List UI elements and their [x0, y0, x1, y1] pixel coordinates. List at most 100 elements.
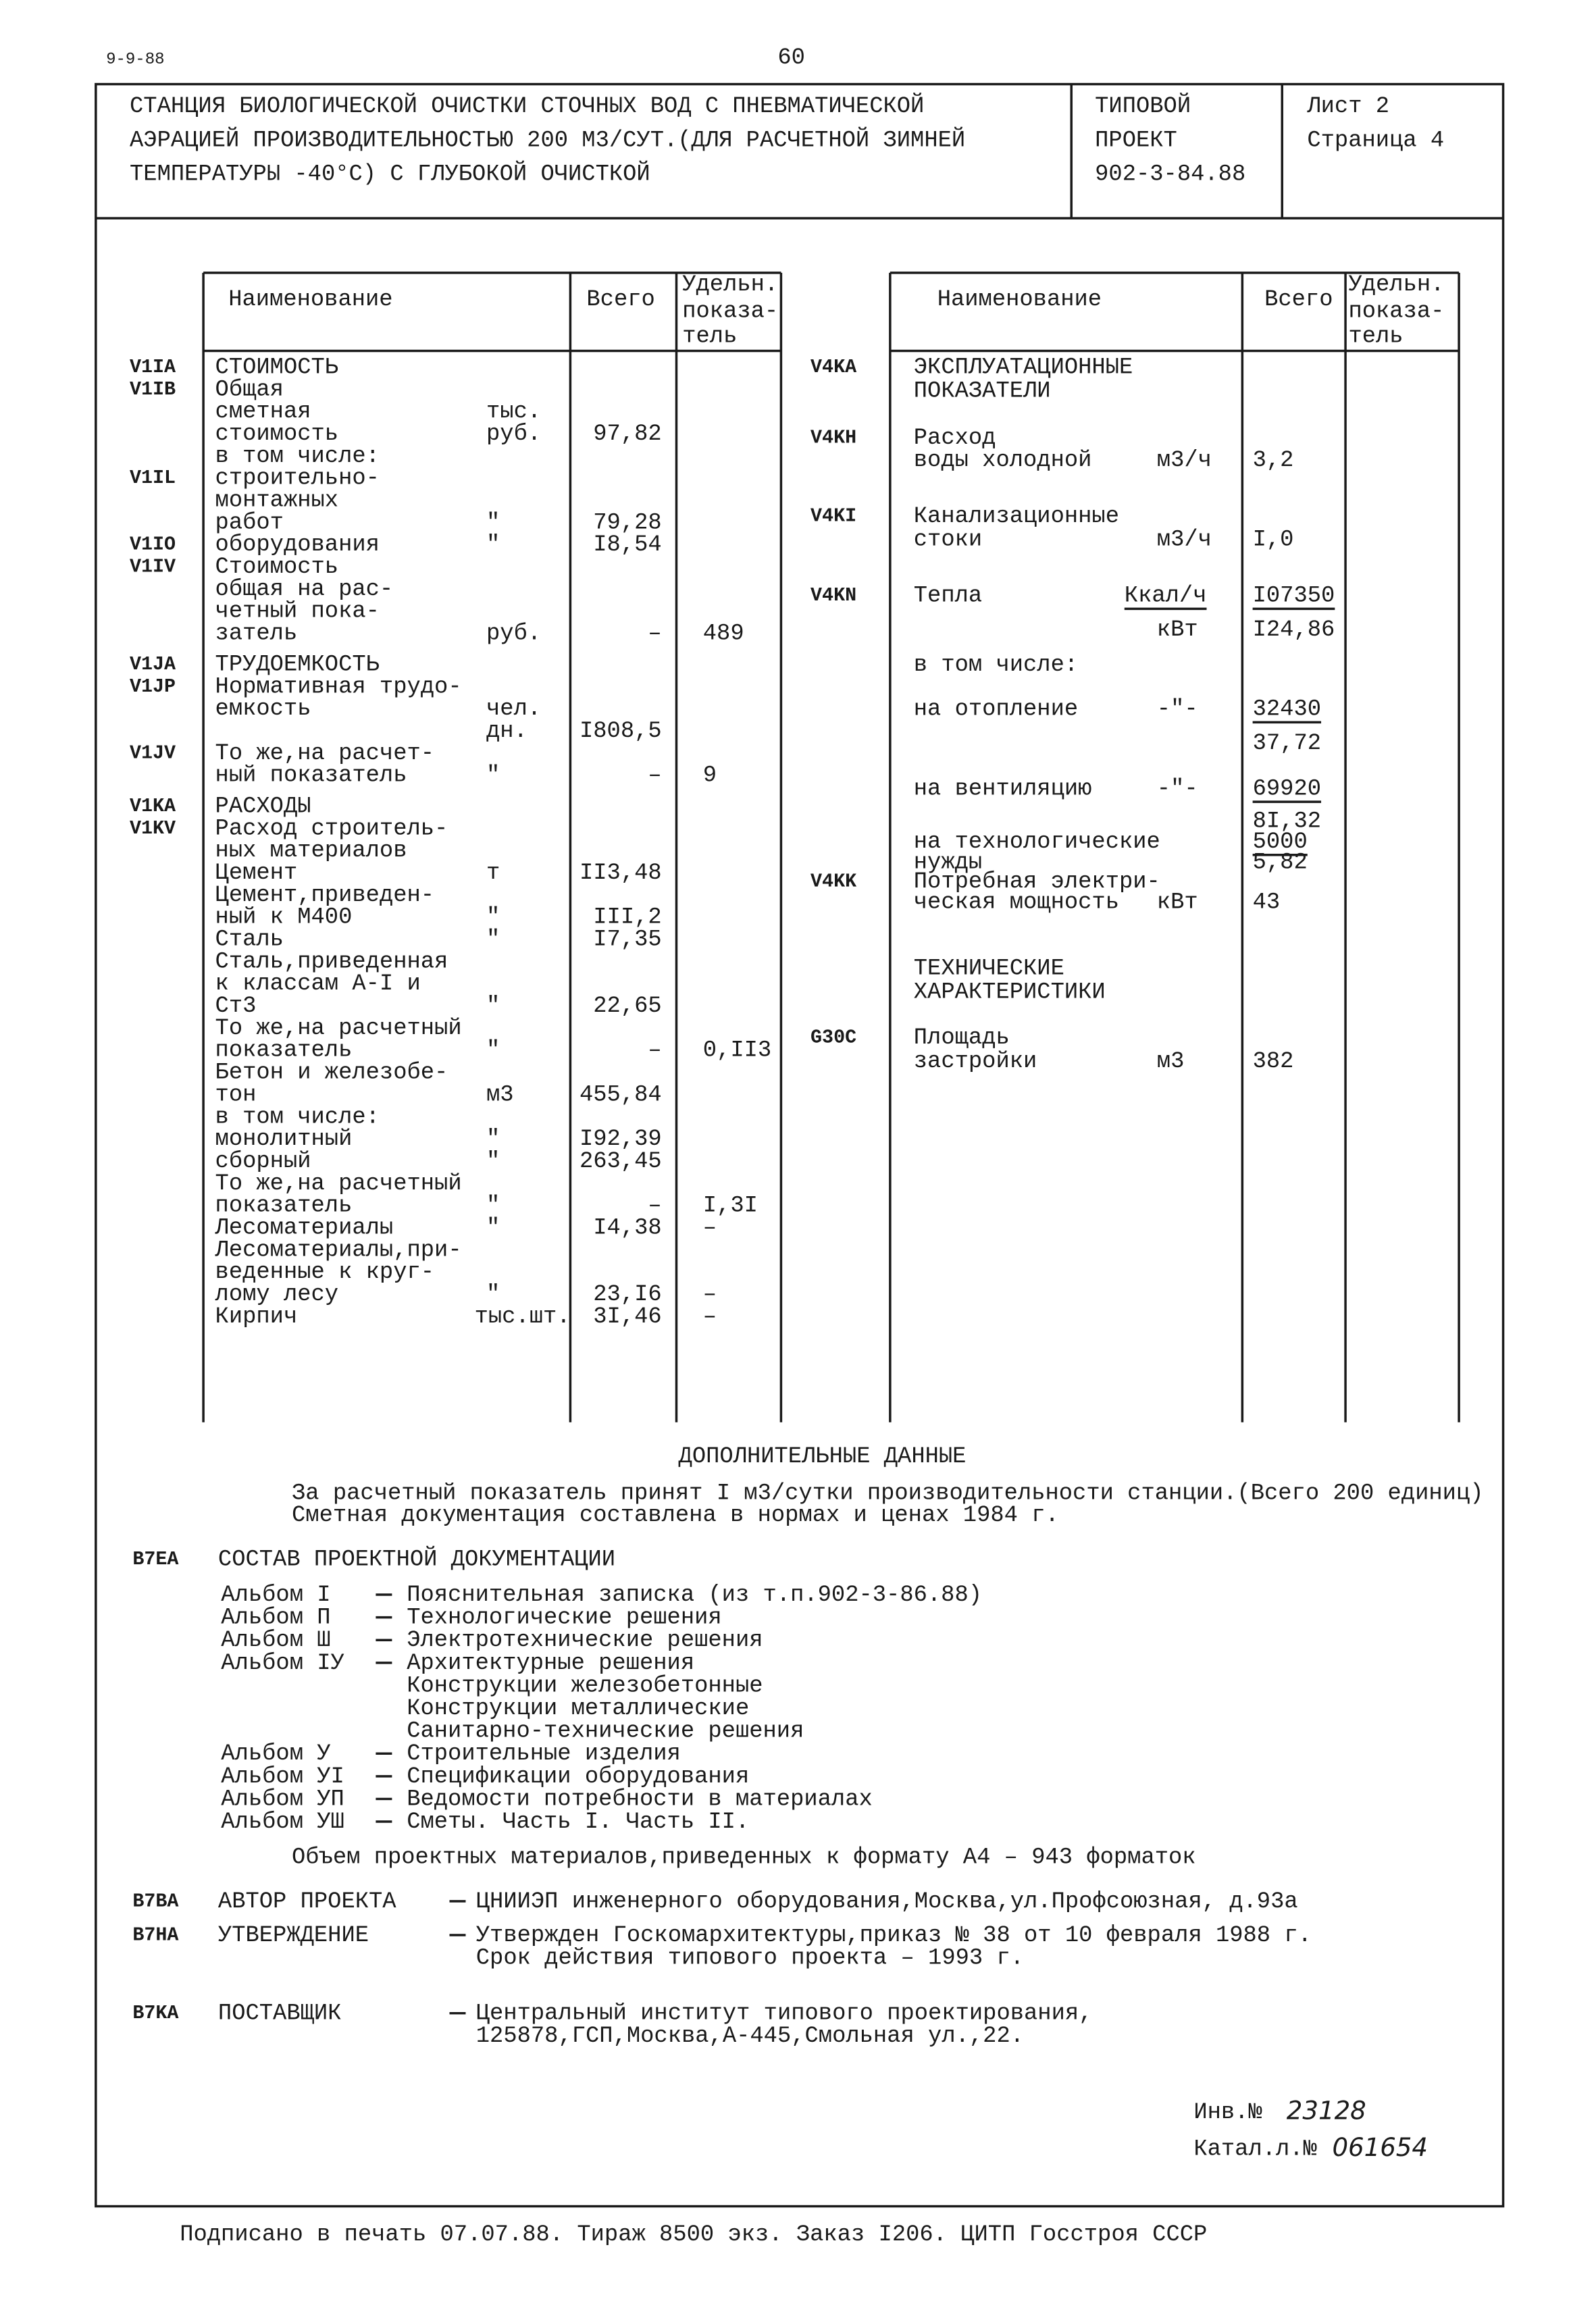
row-name: ный к М400	[215, 905, 353, 931]
row-total: I808,5	[580, 719, 662, 744]
row-unit: м3/ч	[1157, 448, 1212, 473]
row-total: II3,48	[580, 860, 662, 886]
row-name: То же,на расчетный	[215, 1171, 462, 1197]
paragraph-line: За расчетный показатель принят I м3/сутк…	[292, 1481, 1484, 1506]
row-name: Тепла	[914, 584, 982, 609]
column-header: Всего	[586, 287, 654, 313]
sheet-line: Лист 2	[1306, 94, 1389, 120]
footer: Подписано в печать 07.07.88. Тираж 8500 …	[180, 2222, 1207, 2248]
row-code: V1IB	[130, 378, 176, 401]
column-header: Удельн.	[682, 272, 778, 298]
album-label: Альбом IУ	[221, 1651, 344, 1676]
row-name: Лесоматериалы,при-	[215, 1237, 462, 1263]
row-name: затель	[215, 621, 298, 646]
row-name: застройки	[914, 1049, 1037, 1075]
row-name: Лесоматериалы	[215, 1215, 394, 1241]
entry-label: ПОСТАВЩИК	[218, 2001, 342, 2027]
row-name: Бетон и железобе-	[215, 1060, 448, 1086]
row-total: 3I,46	[593, 1304, 661, 1330]
album-text: Конструкции металлические	[407, 1696, 749, 1722]
row-name: ный показатель	[215, 763, 407, 789]
album-label: Альбом П	[221, 1605, 330, 1631]
row-code: V1JA	[130, 653, 176, 675]
catalog-label: Катал.л.№	[1193, 2136, 1317, 2162]
row-total: 23,I6	[593, 1282, 661, 1308]
album-label: Альбом Ш	[221, 1628, 330, 1653]
row-code: V1KV	[130, 817, 176, 840]
row-name: сметная	[215, 399, 311, 425]
album-text: Технологические решения	[407, 1605, 721, 1631]
row-code: V1JV	[130, 742, 176, 764]
entry-text: Утвержден Госкомархитектуры,приказ № 38 …	[476, 1923, 1312, 1949]
row-name: нужды	[914, 850, 982, 876]
row-name: Потребная электри-	[914, 869, 1160, 895]
row-total: –	[648, 1193, 661, 1219]
row-total: 3,2	[1253, 448, 1294, 473]
row-name: работ	[215, 510, 284, 536]
row-total: 5000	[1253, 829, 1308, 855]
row-total: 5,82	[1253, 850, 1308, 876]
row-total: I7,35	[593, 927, 661, 953]
album-text: Ведомости потребности в материалах	[407, 1786, 873, 1812]
entry-text: Срок действия типового проекта – 1993 г.	[476, 1946, 1024, 1972]
column-header: Наименование	[937, 287, 1102, 313]
inventory-number: 23128	[1287, 2096, 1366, 2125]
row-name: монолитный	[215, 1127, 353, 1152]
row-specific: 489	[703, 621, 744, 646]
album-text: Электротехнические решения	[407, 1628, 763, 1653]
row-code: V4KI	[810, 505, 856, 527]
row-name: Расход	[914, 426, 996, 451]
project-line: ТИПОВОЙ	[1095, 93, 1191, 120]
column-header: Всего	[1264, 287, 1333, 313]
row-name: Канализационные	[914, 504, 1119, 530]
row-unit: т	[486, 860, 500, 886]
row-total: 263,45	[580, 1149, 662, 1175]
row-name: ческая мощность	[914, 890, 1119, 915]
row-specific: –	[703, 1304, 717, 1330]
row-unit: м3	[486, 1082, 514, 1108]
title-line: ТЕМПЕРАТУРЫ -40°С) С ГЛУБОКОЙ ОЧИСТКОЙ	[130, 161, 650, 188]
row-unit: "	[486, 927, 500, 953]
row-name: показатель	[215, 1038, 353, 1064]
row-name: Расход строитель-	[215, 816, 448, 842]
row-total: 97,82	[593, 421, 661, 447]
row-total: I07350	[1253, 584, 1335, 609]
row-unit: руб.	[486, 621, 541, 646]
row-unit: -"-	[1157, 776, 1198, 802]
row-total: –	[648, 763, 661, 789]
row-total: 22,65	[593, 994, 661, 1019]
row-code: V1KA	[130, 795, 176, 817]
row-name: тон	[215, 1082, 257, 1108]
entry-label: УТВЕРЖДЕНИЕ	[218, 1923, 369, 1949]
row-name: показатель	[215, 1193, 353, 1219]
row-name: ЭКСПЛУАТАЦИОННЫЕ	[914, 355, 1133, 380]
row-total: 32430	[1253, 697, 1321, 723]
row-unit: Ккал/ч	[1125, 584, 1207, 609]
row-name: стоки	[914, 528, 982, 553]
row-name: Нормативная трудо-	[215, 674, 462, 700]
page-number: 60	[777, 45, 805, 71]
row-unit: "	[486, 1215, 500, 1241]
album-label: Альбом У	[221, 1741, 330, 1767]
column-header: Удельн.	[1348, 272, 1444, 298]
row-name: в том числе:	[215, 444, 380, 469]
row-name: на технологические	[914, 829, 1160, 855]
paragraph-line: Сметная документация составлена в нормах…	[292, 1503, 1059, 1528]
row-specific: 0,II3	[703, 1038, 771, 1064]
row-name: Сталь,приведенная	[215, 949, 448, 975]
row-name: То же,на расчет-	[215, 741, 435, 767]
row-unit: м3	[1157, 1049, 1185, 1075]
section-code: B7EA	[132, 1548, 179, 1570]
row-name: Цемент,приведен-	[215, 883, 435, 908]
entry-text: Центральный институт типового проектиров…	[476, 2001, 1093, 2027]
row-name: ПОКАЗАТЕЛИ	[914, 378, 1051, 404]
row-unit: руб.	[486, 421, 541, 447]
row-total: 43	[1253, 890, 1281, 915]
row-name: лому лесу	[215, 1282, 339, 1308]
row-total: 455,84	[580, 1082, 662, 1108]
row-name: Кирпич	[215, 1304, 298, 1330]
corner-code: 9-9-88	[106, 51, 164, 69]
row-name: к классам А-I и	[215, 971, 421, 997]
row-code: V1JP	[130, 675, 176, 698]
